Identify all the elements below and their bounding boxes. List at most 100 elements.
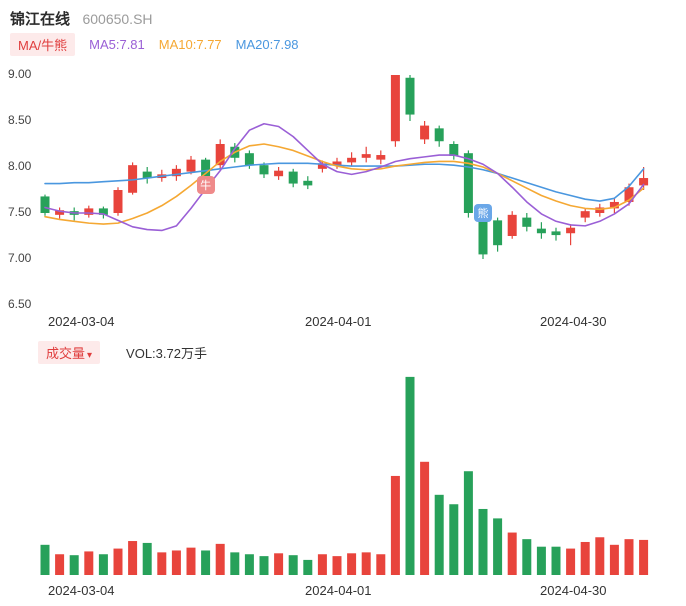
- stock-code: 600650.SH: [82, 11, 153, 27]
- candle-body: [186, 159, 196, 172]
- volume-bar: [288, 555, 298, 575]
- volume-header: 成交量 ▾ VOL:3.72万手: [38, 341, 207, 364]
- volume-bar: [434, 494, 444, 575]
- ma-bullbear-toggle[interactable]: MA/牛熊: [10, 33, 76, 56]
- x-axis-label: 2024-04-01: [305, 314, 372, 329]
- candle-body: [376, 155, 386, 160]
- volume-bar: [522, 539, 532, 575]
- volume-bar: [639, 539, 649, 575]
- candle-body: [609, 201, 619, 209]
- volume-bar: [55, 554, 65, 575]
- candle-body: [478, 217, 488, 255]
- candle-body: [288, 171, 298, 184]
- volume-bar: [609, 544, 619, 575]
- header: 锦江在线 600650.SH: [10, 8, 153, 29]
- volume-bar: [405, 376, 415, 575]
- candle-body: [434, 128, 444, 142]
- volume-bar: [507, 532, 517, 575]
- y-axis-label: 8.50: [8, 113, 32, 127]
- candle-body: [507, 214, 517, 236]
- candle-body: [171, 168, 181, 177]
- caret-down-icon: ▾: [87, 350, 93, 361]
- volume-dropdown-label: 成交量: [46, 346, 86, 361]
- ma20-line: [44, 162, 645, 202]
- volume-bar: [566, 548, 576, 575]
- indicator-legend: MA/牛熊 MA5:7.81 MA10:7.77 MA20:7.98: [10, 33, 299, 56]
- candle-body: [332, 161, 342, 166]
- volume-bar: [317, 554, 327, 575]
- volume-bar: [274, 553, 284, 575]
- x-axis-label: 2024-03-04: [48, 314, 115, 329]
- candle-body: [536, 228, 546, 234]
- price-chart[interactable]: [0, 65, 686, 315]
- candle-body: [639, 178, 649, 186]
- y-axis-label: 6.50: [8, 297, 32, 311]
- volume-bar: [551, 546, 561, 575]
- volume-bar: [113, 548, 123, 575]
- x-axis-label: 2024-04-01: [305, 583, 372, 598]
- candle-body: [595, 207, 605, 213]
- volume-bar: [463, 471, 473, 575]
- volume-bar: [128, 541, 138, 575]
- candle-body: [201, 159, 211, 179]
- volume-bar: [595, 537, 605, 575]
- candle-body: [55, 210, 65, 215]
- x-axis-label: 2024-04-30: [540, 314, 607, 329]
- volume-bar: [580, 541, 590, 575]
- ma10-line: [44, 143, 645, 225]
- volume-bar: [201, 550, 211, 575]
- candle-body: [361, 154, 371, 158]
- y-axis-label: 7.50: [8, 205, 32, 219]
- volume-bar: [347, 553, 357, 575]
- candle-body: [274, 170, 284, 177]
- volume-bar: [376, 554, 386, 575]
- volume-bar: [493, 518, 503, 575]
- volume-chart[interactable]: [0, 363, 686, 578]
- volume-bar: [215, 543, 225, 575]
- volume-bar: [332, 556, 342, 575]
- candle-body: [84, 208, 94, 215]
- candle-body: [40, 196, 50, 213]
- ma5-value: MA5:7.81: [89, 37, 145, 52]
- volume-bar: [244, 554, 254, 575]
- volume-bar: [361, 552, 371, 575]
- volume-bar: [230, 552, 240, 575]
- candle-body: [244, 153, 254, 166]
- ma10-value: MA10:7.77: [158, 37, 222, 52]
- y-axis-label: 7.00: [8, 251, 32, 265]
- candle-body: [580, 211, 590, 218]
- volume-bar: [259, 556, 269, 575]
- candle-body: [303, 180, 313, 186]
- candle-body: [98, 208, 108, 215]
- candle-body: [493, 220, 503, 246]
- volume-dropdown[interactable]: 成交量 ▾: [38, 341, 101, 364]
- volume-bar: [84, 551, 94, 575]
- candle-body: [128, 165, 138, 193]
- candle-body: [566, 227, 576, 234]
- volume-bar: [449, 504, 459, 575]
- x-axis-label: 2024-03-04: [48, 583, 115, 598]
- candle-body: [405, 77, 415, 115]
- volume-bar: [98, 554, 108, 575]
- candle-body: [142, 171, 152, 179]
- volume-bar: [186, 547, 196, 575]
- candle-body: [317, 163, 327, 169]
- volume-bar: [478, 508, 488, 575]
- volume-bar: [171, 550, 181, 575]
- y-axis-label: 9.00: [8, 67, 32, 81]
- candle-body: [215, 144, 225, 166]
- candle-body: [390, 75, 400, 142]
- volume-bar: [157, 552, 167, 575]
- volume-bar: [142, 542, 152, 575]
- volume-bar: [390, 475, 400, 575]
- volume-bar: [624, 539, 634, 575]
- volume-bar: [303, 559, 313, 575]
- bull-marker-icon: 牛: [196, 176, 215, 195]
- candle-body: [551, 231, 561, 236]
- volume-bar: [69, 555, 79, 575]
- volume-bar: [536, 546, 546, 575]
- volume-bar: [40, 544, 50, 575]
- stock-title: 锦江在线: [10, 11, 71, 28]
- ma20-value: MA20:7.98: [235, 37, 299, 52]
